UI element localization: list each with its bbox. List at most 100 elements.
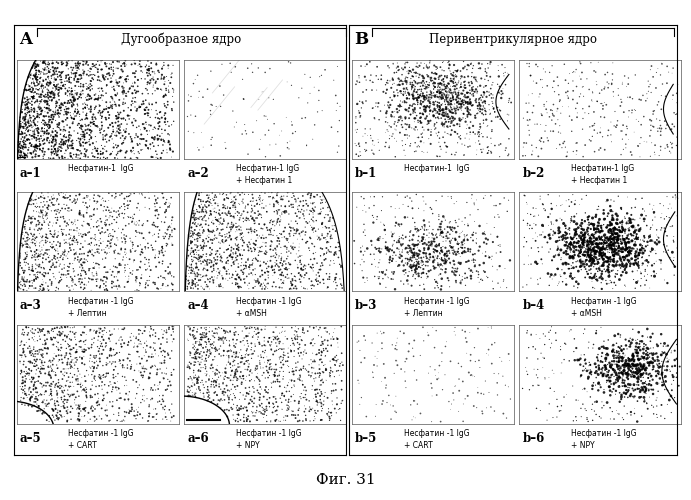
- Point: [487, 102, 498, 110]
- Point: [464, 248, 475, 256]
- Point: [79, 104, 91, 112]
- Point: [15, 241, 26, 249]
- Point: [138, 135, 149, 143]
- Point: [102, 81, 113, 89]
- Point: [113, 224, 124, 232]
- Point: [641, 138, 652, 146]
- Point: [421, 63, 432, 71]
- Point: [154, 380, 165, 388]
- Point: [294, 240, 305, 248]
- Point: [293, 94, 304, 102]
- Point: [56, 344, 67, 351]
- Point: [191, 248, 202, 256]
- Point: [455, 280, 466, 288]
- Point: [68, 236, 79, 244]
- Point: [200, 326, 211, 334]
- Point: [35, 282, 46, 290]
- Point: [114, 204, 125, 212]
- Point: [79, 406, 90, 413]
- Point: [73, 377, 84, 385]
- Point: [447, 94, 458, 102]
- Point: [547, 111, 558, 119]
- Point: [231, 223, 242, 231]
- Point: [672, 194, 683, 202]
- Point: [672, 212, 683, 220]
- Point: [102, 249, 113, 257]
- Point: [203, 256, 214, 264]
- Point: [32, 142, 43, 150]
- Point: [147, 232, 158, 239]
- Point: [600, 234, 612, 242]
- Point: [432, 132, 443, 140]
- Point: [28, 133, 39, 141]
- Point: [48, 78, 59, 86]
- Point: [131, 272, 142, 280]
- Point: [87, 113, 98, 121]
- Point: [46, 60, 57, 68]
- Point: [646, 402, 657, 409]
- Point: [595, 248, 606, 256]
- Point: [93, 226, 104, 234]
- Point: [451, 148, 462, 156]
- Point: [27, 350, 38, 358]
- Point: [112, 416, 123, 424]
- Point: [625, 216, 636, 224]
- Point: [115, 74, 126, 82]
- Point: [540, 122, 551, 130]
- Point: [661, 221, 672, 229]
- Point: [418, 139, 429, 147]
- Point: [43, 75, 54, 83]
- Point: [100, 286, 111, 294]
- Point: [605, 254, 616, 262]
- Point: [276, 328, 287, 336]
- Point: [435, 145, 446, 153]
- Point: [63, 248, 74, 256]
- Point: [191, 264, 202, 272]
- Point: [483, 351, 494, 359]
- Text: Несфатин -1 IgG: Несфатин -1 IgG: [68, 296, 134, 306]
- Point: [290, 332, 301, 340]
- Point: [565, 326, 576, 334]
- Point: [299, 266, 310, 274]
- Point: [310, 393, 321, 401]
- Point: [470, 114, 481, 122]
- Point: [635, 370, 646, 378]
- Point: [428, 92, 439, 100]
- Point: [261, 388, 272, 396]
- Point: [422, 64, 433, 72]
- Point: [163, 62, 174, 70]
- Point: [74, 208, 85, 216]
- Point: [193, 254, 205, 262]
- Point: [158, 137, 169, 145]
- Point: [621, 342, 632, 349]
- Point: [39, 112, 50, 120]
- Point: [55, 213, 66, 221]
- Point: [90, 390, 101, 398]
- Point: [44, 68, 55, 76]
- Point: [609, 250, 621, 258]
- Point: [350, 114, 361, 122]
- Point: [65, 391, 76, 399]
- Point: [118, 79, 129, 87]
- Point: [30, 70, 41, 78]
- Point: [602, 212, 613, 220]
- Point: [522, 354, 533, 362]
- Point: [632, 366, 643, 374]
- Point: [391, 137, 402, 145]
- Point: [207, 189, 218, 197]
- Point: [446, 246, 457, 254]
- Point: [621, 144, 632, 152]
- Point: [155, 86, 167, 94]
- Point: [97, 386, 108, 394]
- Point: [314, 381, 325, 389]
- Point: [63, 204, 74, 212]
- Point: [540, 105, 551, 113]
- Point: [574, 356, 585, 364]
- Point: [155, 348, 167, 356]
- Point: [107, 386, 118, 394]
- Point: [193, 366, 205, 374]
- Point: [617, 253, 628, 261]
- Point: [231, 242, 243, 250]
- Point: [287, 244, 298, 252]
- Point: [32, 221, 44, 229]
